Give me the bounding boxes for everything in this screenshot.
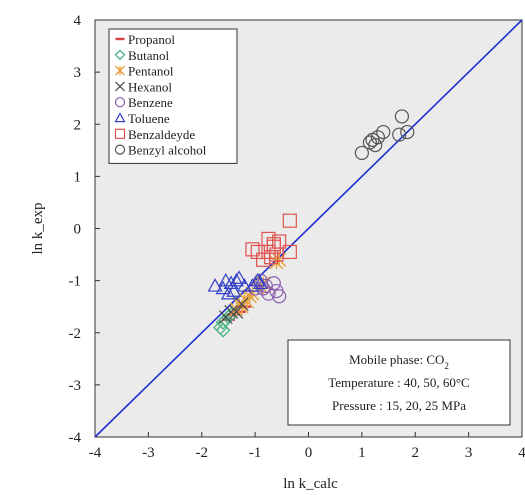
data-point-benzyl-alcohol bbox=[392, 127, 407, 142]
x-tick-label: -1 bbox=[249, 445, 262, 461]
data-point-benzaldeyde bbox=[266, 237, 281, 252]
x-tick-label: 4 bbox=[518, 445, 525, 461]
legend-marker bbox=[114, 128, 126, 139]
mobile-phase-text: Mobile phase: CO bbox=[349, 352, 444, 367]
data-point-toluene bbox=[207, 278, 223, 292]
mobile-phase-label: Mobile phase: CO2 bbox=[349, 352, 449, 371]
x-tick-label: -2 bbox=[196, 445, 209, 461]
x-tick-label: -3 bbox=[142, 445, 155, 461]
data-point-benzyl-alcohol bbox=[365, 132, 380, 147]
series-hexanol bbox=[218, 297, 249, 325]
data-point-benzyl-alcohol bbox=[376, 124, 391, 140]
data-point-benzyl-alcohol bbox=[394, 109, 410, 124]
data-point-hexanol bbox=[234, 297, 249, 312]
y-tick-label: 1 bbox=[74, 169, 82, 185]
y-tick-label: 0 bbox=[74, 222, 82, 238]
legend-marker bbox=[114, 144, 126, 155]
data-point-benzaldeyde bbox=[245, 242, 260, 257]
data-point-benzaldeyde bbox=[261, 244, 276, 260]
series-benzaldeyde bbox=[245, 213, 297, 267]
series-toluene bbox=[207, 270, 268, 300]
data-point-benzyl-alcohol bbox=[400, 124, 415, 140]
data-point-benzene bbox=[266, 276, 281, 291]
x-tick-label: -4 bbox=[89, 445, 102, 461]
legend-marker bbox=[114, 112, 126, 123]
mobile-phase-subscript: 2 bbox=[444, 361, 449, 371]
data-point-toluene bbox=[228, 272, 244, 287]
legend-marker bbox=[114, 49, 126, 61]
legend-marker bbox=[115, 65, 125, 76]
y-tick-label: -1 bbox=[69, 274, 82, 290]
legend-label: Butanol bbox=[128, 48, 170, 63]
legend-label: Benzaldeyde bbox=[128, 127, 195, 142]
conditions-box bbox=[287, 339, 511, 426]
legend-label: Propanol bbox=[128, 32, 175, 47]
data-point-toluene bbox=[252, 275, 268, 290]
data-point-butanol bbox=[215, 322, 231, 338]
y-tick-label: 3 bbox=[74, 65, 82, 81]
y-axis-label: ln k_exp bbox=[30, 202, 46, 254]
data-point-toluene bbox=[231, 270, 247, 284]
y-tick-label: 2 bbox=[74, 117, 82, 133]
x-tick-label: 1 bbox=[358, 445, 366, 461]
pressure-label: Pressure : 15, 20, 25 MPa bbox=[332, 398, 466, 413]
data-point-butanol bbox=[215, 314, 231, 330]
data-point-toluene bbox=[250, 272, 266, 287]
x-tick-label: 0 bbox=[305, 445, 313, 461]
x-axis-label: ln k_calc bbox=[283, 476, 338, 492]
legend-marker bbox=[114, 97, 126, 108]
y-tick-label: -2 bbox=[69, 326, 82, 342]
data-point-toluene bbox=[215, 280, 231, 295]
temperature-label: Temperature : 40, 50, 60°C bbox=[328, 375, 469, 390]
series-benzene bbox=[248, 273, 287, 304]
y-tick-label: -3 bbox=[69, 378, 82, 394]
legend-label: Toluene bbox=[128, 111, 170, 126]
data-point-hexanol bbox=[229, 304, 244, 319]
data-point-hexanol bbox=[224, 304, 239, 319]
data-point-benzene bbox=[272, 289, 287, 304]
legend-label: Benzene bbox=[128, 95, 173, 110]
y-tick-label: 4 bbox=[74, 13, 82, 29]
y-tick-label: -4 bbox=[69, 430, 82, 446]
legend-label: Pentanol bbox=[128, 64, 174, 79]
data-point-benzaldeyde bbox=[269, 247, 284, 262]
series-benzyl-alcohol bbox=[354, 109, 415, 161]
data-point-benzaldeyde bbox=[282, 213, 297, 228]
legend-label: Benzyl alcohol bbox=[128, 143, 207, 158]
x-tick-label: 3 bbox=[465, 445, 473, 461]
data-point-toluene bbox=[220, 285, 236, 300]
legend-box bbox=[108, 28, 238, 164]
legend-label: Hexanol bbox=[128, 79, 172, 94]
data-point-benzyl-alcohol bbox=[354, 145, 369, 161]
data-point-benzaldeyde bbox=[250, 244, 265, 260]
x-tick-label: 2 bbox=[412, 445, 420, 461]
data-point-toluene bbox=[236, 278, 252, 292]
legend-marker bbox=[115, 81, 125, 92]
parity-line bbox=[94, 19, 523, 438]
